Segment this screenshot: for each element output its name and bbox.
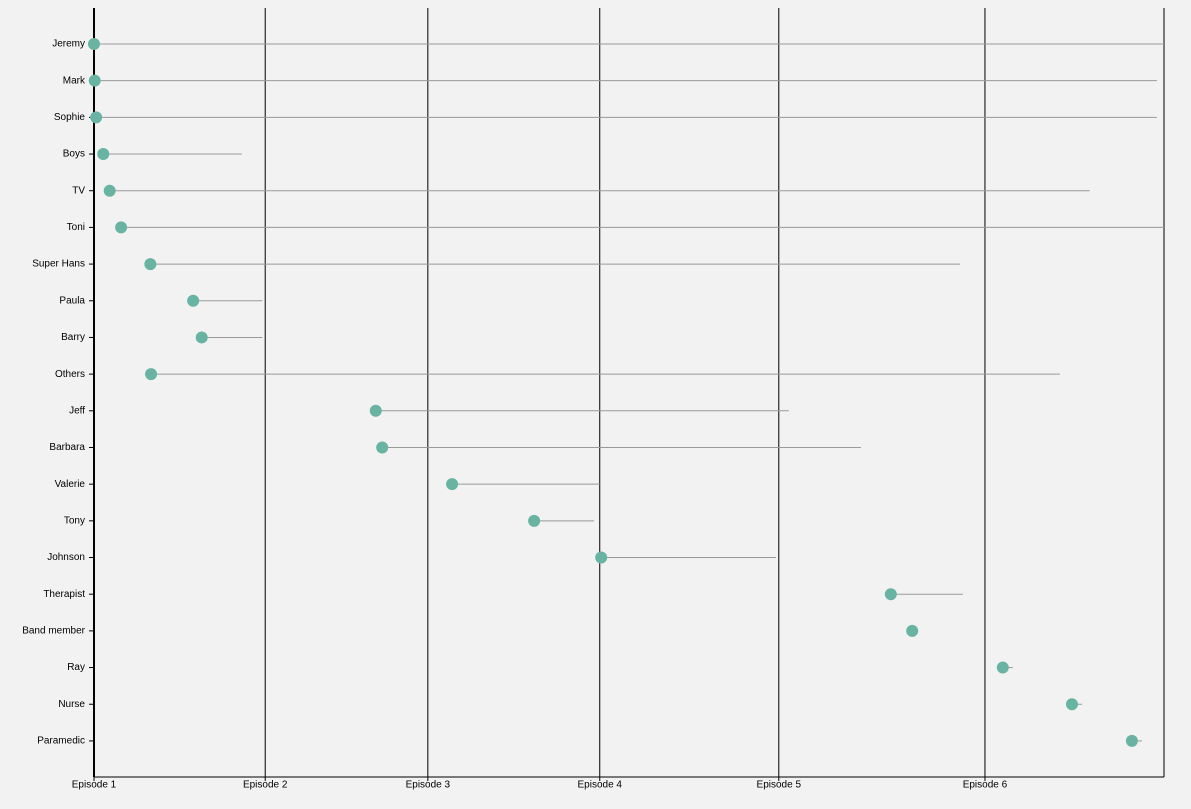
y-tick-label: Band member	[22, 626, 85, 637]
y-tick-label: Paula	[59, 295, 85, 306]
y-tick-label: TV	[72, 185, 85, 196]
start-dot	[1065, 698, 1078, 711]
start-dot	[996, 661, 1009, 674]
start-dot	[446, 478, 459, 491]
x-tick-label: Episode 4	[578, 780, 623, 791]
y-tick-label: Super Hans	[32, 259, 85, 270]
y-tick-label: Therapist	[43, 589, 85, 600]
y-tick-label: Mark	[63, 75, 86, 86]
x-tick-label: Episode 1	[72, 780, 117, 791]
start-dot	[195, 331, 208, 344]
start-dot	[1125, 734, 1138, 747]
start-dot	[103, 184, 116, 197]
start-dot	[884, 588, 897, 601]
y-tick-label: Others	[55, 369, 85, 380]
y-tick-label: Jeff	[69, 405, 85, 416]
y-tick-label: Barry	[61, 332, 85, 343]
start-dot	[97, 148, 110, 161]
start-dot	[187, 294, 200, 307]
start-dot	[595, 551, 608, 564]
y-tick-label: Barbara	[49, 442, 85, 453]
y-tick-label: Sophie	[54, 112, 86, 123]
start-dot	[90, 111, 103, 124]
y-tick-label: Jeremy	[52, 39, 85, 50]
y-tick-label: Nurse	[58, 699, 85, 710]
x-tick-label: Episode 3	[406, 780, 451, 791]
start-dot	[528, 514, 541, 527]
y-tick-label: Ray	[67, 662, 85, 673]
y-tick-label: Paramedic	[37, 736, 85, 747]
x-tick-label: Episode 6	[963, 780, 1008, 791]
start-dot	[369, 404, 382, 417]
start-dot	[144, 258, 157, 271]
start-dot	[88, 74, 101, 87]
start-dot	[88, 38, 100, 50]
y-tick-label: Boys	[63, 149, 85, 160]
x-tick-label: Episode 5	[757, 780, 802, 791]
start-dot	[115, 221, 128, 234]
y-tick-label: Tony	[64, 515, 85, 526]
start-dot	[906, 624, 919, 637]
start-dot	[145, 368, 158, 381]
start-dot	[376, 441, 389, 454]
y-tick-label: Toni	[67, 222, 85, 233]
x-tick-label: Episode 2	[243, 780, 288, 791]
y-tick-label: Valerie	[55, 479, 86, 490]
y-tick-label: Johnson	[47, 552, 85, 563]
